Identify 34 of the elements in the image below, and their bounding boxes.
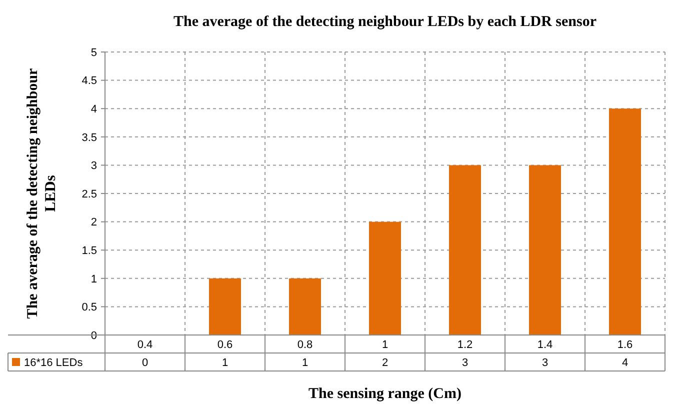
x-axis-title: The sensing range (Cm) xyxy=(308,386,462,402)
x-tick-label: 1.4 xyxy=(537,338,553,351)
x-tick-label: 0.4 xyxy=(137,338,153,351)
y-tick-label: 1 xyxy=(90,273,97,286)
chart-title: The average of the detecting neighbour LEDs by each LDR sensor xyxy=(173,14,597,30)
data-label: 0 xyxy=(142,356,148,369)
x-tick-label: 0.6 xyxy=(217,338,233,351)
y-tick-label: 3.5 xyxy=(82,132,97,144)
bar xyxy=(369,222,401,335)
x-tick-label: 1.2 xyxy=(457,338,473,351)
x-tick-label: 1 xyxy=(382,338,388,351)
y-tick-label: 0.5 xyxy=(82,302,97,314)
data-label: 2 xyxy=(382,356,388,369)
y-axis-title: The average of the detecting neighbour LEDs xyxy=(25,68,59,319)
bar xyxy=(529,165,561,335)
y-tick-label: 2.5 xyxy=(82,188,97,200)
bar xyxy=(289,278,321,335)
bar xyxy=(449,165,481,335)
bar xyxy=(609,108,641,335)
x-tick-label: 1.6 xyxy=(617,338,633,351)
bar xyxy=(209,278,241,335)
y-tick-label: 2 xyxy=(90,216,97,229)
y-tick-label: 1.5 xyxy=(82,244,97,257)
y-tick-label: 4 xyxy=(90,103,97,116)
legend-label: 16*16 LEDs xyxy=(24,356,84,369)
data-label: 3 xyxy=(462,356,468,369)
data-label: 3 xyxy=(542,356,548,369)
y-tick-label: 5 xyxy=(90,46,97,59)
data-label: 1 xyxy=(222,356,228,369)
y-tick-label: 4.5 xyxy=(82,75,97,88)
data-label: 1 xyxy=(302,356,308,369)
x-tick-label: 0.8 xyxy=(297,338,313,351)
data-label: 4 xyxy=(622,356,628,369)
y-tick-label: 3 xyxy=(90,160,97,172)
